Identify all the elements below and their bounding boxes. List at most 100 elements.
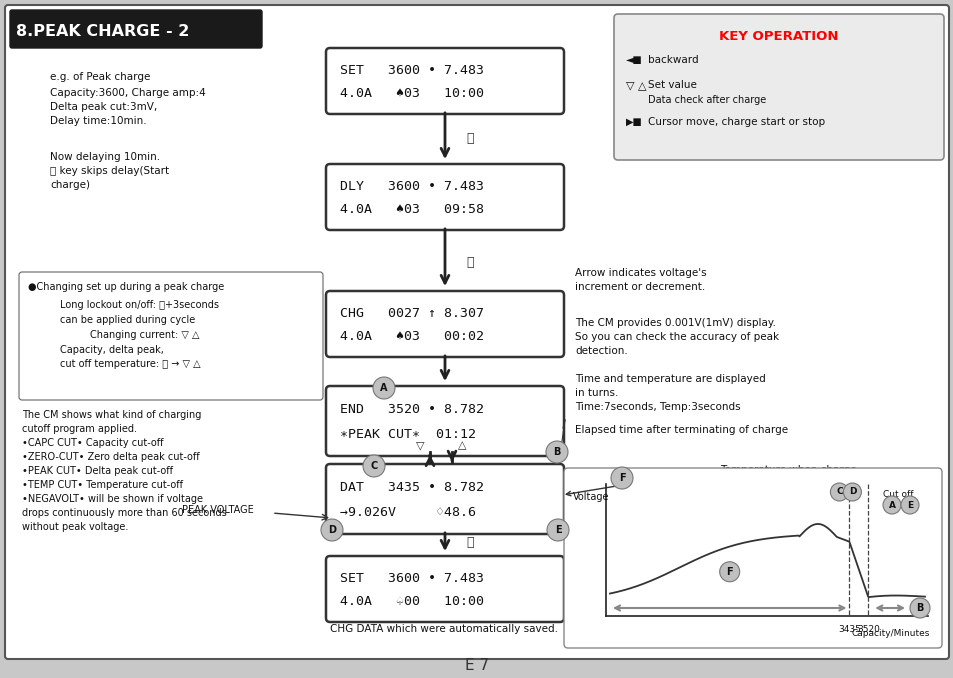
Text: B: B (553, 447, 560, 457)
Text: ●Changing set up during a peak charge: ●Changing set up during a peak charge (28, 282, 224, 292)
Text: •TEMP CUT• Temperature cut-off: •TEMP CUT• Temperature cut-off (22, 480, 183, 490)
Text: END   3520 • 8.782: END 3520 • 8.782 (339, 403, 483, 416)
Text: 3520: 3520 (856, 626, 879, 635)
Circle shape (829, 483, 847, 501)
Circle shape (909, 598, 929, 618)
Text: Set value: Set value (647, 80, 696, 90)
Circle shape (373, 377, 395, 399)
Text: charge): charge) (50, 180, 90, 190)
Text: ▶■: ▶■ (625, 117, 642, 127)
Text: Cut off: Cut off (882, 490, 913, 499)
Text: >40:15: >40:15 (638, 468, 692, 483)
Circle shape (719, 562, 739, 582)
Text: ∗PEAK CUT∗  01:12: ∗PEAK CUT∗ 01:12 (339, 428, 476, 441)
Text: e.g. of Peak charge: e.g. of Peak charge (50, 72, 151, 82)
Text: KEY OPERATION: KEY OPERATION (719, 30, 838, 43)
Text: The CM provides 0.001V(1mV) display.: The CM provides 0.001V(1mV) display. (575, 318, 775, 328)
Text: terminated and charged time are: terminated and charged time are (720, 479, 893, 489)
Text: •PEAK CUT• Delta peak cut-off: •PEAK CUT• Delta peak cut-off (22, 466, 172, 476)
Text: DAT   3435 • 8.782: DAT 3435 • 8.782 (339, 481, 483, 494)
Text: •CAPC CUT• Capacity cut-off: •CAPC CUT• Capacity cut-off (22, 438, 163, 448)
Circle shape (363, 455, 385, 477)
Text: Delay time:10min.: Delay time:10min. (50, 116, 147, 126)
Circle shape (882, 496, 900, 514)
Text: A: A (380, 383, 387, 393)
FancyBboxPatch shape (326, 164, 563, 230)
FancyBboxPatch shape (563, 468, 941, 648)
Text: in turns.: in turns. (575, 388, 618, 398)
Circle shape (842, 483, 861, 501)
Text: drops continuously more than 60 seconds: drops continuously more than 60 seconds (22, 508, 227, 518)
Text: ⏭: ⏭ (466, 256, 474, 269)
Text: Elapsed time after terminating of charge: Elapsed time after terminating of charge (575, 425, 787, 435)
Text: ◄■: ◄■ (625, 55, 642, 65)
Text: DLY   3600 • 7.483: DLY 3600 • 7.483 (339, 180, 483, 193)
Text: F: F (725, 567, 732, 577)
Text: 4.0A   ♠03   10:00: 4.0A ♠03 10:00 (339, 87, 483, 100)
Text: Voltage: Voltage (573, 492, 609, 502)
Text: SET   3600 • 7.483: SET 3600 • 7.483 (339, 572, 483, 585)
FancyBboxPatch shape (326, 464, 563, 534)
Text: CHG DATA which were automatically saved.: CHG DATA which were automatically saved. (330, 624, 558, 634)
Text: ⏭: ⏭ (466, 536, 474, 549)
Text: Capacity:3600, Charge amp:4: Capacity:3600, Charge amp:4 (50, 88, 206, 98)
Text: Temperature when charge: Temperature when charge (720, 465, 856, 475)
Circle shape (546, 519, 568, 541)
Text: Delta peak cut:3mV,: Delta peak cut:3mV, (50, 102, 157, 112)
Text: D: D (848, 487, 855, 496)
Text: detection.: detection. (575, 346, 627, 356)
Text: without peak voltage.: without peak voltage. (22, 522, 129, 532)
FancyBboxPatch shape (614, 14, 943, 160)
Text: 4.0A   ♠03   09:58: 4.0A ♠03 09:58 (339, 203, 483, 216)
Text: 8.PEAK CHARGE - 2: 8.PEAK CHARGE - 2 (16, 24, 190, 39)
Text: CHG   0027 ↑ 8.307: CHG 0027 ↑ 8.307 (339, 307, 483, 320)
Text: A: A (887, 500, 895, 509)
Text: Arrow indicates voltage's: Arrow indicates voltage's (575, 268, 706, 278)
Text: ●You can check data at 3. LAST DATA -> a.: ●You can check data at 3. LAST DATA -> a… (330, 610, 554, 620)
Text: SET   3600 • 7.483: SET 3600 • 7.483 (339, 64, 483, 77)
Text: Capacity/Minutes: Capacity/Minutes (851, 629, 929, 639)
Text: Time and temperature are displayed: Time and temperature are displayed (575, 374, 765, 384)
FancyBboxPatch shape (326, 556, 563, 622)
FancyBboxPatch shape (19, 272, 323, 400)
FancyBboxPatch shape (326, 386, 563, 456)
FancyBboxPatch shape (5, 5, 948, 659)
Circle shape (610, 467, 633, 489)
Text: backward: backward (647, 55, 698, 65)
Text: 3435: 3435 (837, 626, 860, 635)
Text: B: B (915, 603, 923, 613)
Text: →9.026V     ♢48.6: →9.026V ♢48.6 (339, 506, 476, 519)
Text: E: E (906, 500, 912, 509)
Text: shown in turns.: shown in turns. (720, 493, 800, 503)
Circle shape (320, 519, 343, 541)
Text: ⏭ key skips delay(Start: ⏭ key skips delay(Start (50, 166, 169, 176)
Text: Now delaying 10min.: Now delaying 10min. (50, 152, 160, 162)
Text: 4.0A   ♤00   10:00: 4.0A ♤00 10:00 (339, 595, 483, 608)
FancyBboxPatch shape (326, 291, 563, 357)
Text: PEAK VOLTAGE: PEAK VOLTAGE (182, 505, 253, 515)
Text: ⏭: ⏭ (466, 132, 474, 144)
Text: The CM shows what kind of charging: The CM shows what kind of charging (22, 410, 201, 420)
Text: C: C (835, 487, 841, 496)
FancyBboxPatch shape (10, 10, 262, 48)
Text: E 7: E 7 (464, 658, 489, 673)
Text: D: D (328, 525, 335, 535)
Text: cut off temperature: ⏮ → ▽ △: cut off temperature: ⏮ → ▽ △ (60, 359, 200, 369)
FancyBboxPatch shape (326, 48, 563, 114)
Text: Time:7seconds, Temp:3seconds: Time:7seconds, Temp:3seconds (575, 402, 740, 412)
Text: •NEGAVOLT• will be shown if voltage: •NEGAVOLT• will be shown if voltage (22, 494, 203, 504)
Text: E: E (554, 525, 560, 535)
Text: △: △ (457, 440, 466, 450)
Text: 4.0A   ♠03   00:02: 4.0A ♠03 00:02 (339, 330, 483, 343)
Text: So you can check the accuracy of peak: So you can check the accuracy of peak (575, 332, 779, 342)
Text: ▽ △: ▽ △ (625, 80, 646, 90)
Text: C: C (370, 461, 377, 471)
Text: cutoff program applied.: cutoff program applied. (22, 424, 137, 434)
Text: Changing current: ▽ △: Changing current: ▽ △ (90, 330, 199, 340)
Text: increment or decrement.: increment or decrement. (575, 282, 704, 292)
Text: Cursor move, charge start or stop: Cursor move, charge start or stop (647, 117, 824, 127)
Text: F: F (618, 473, 624, 483)
Text: Long lockout on/off: ⏮+3seconds: Long lockout on/off: ⏮+3seconds (60, 300, 219, 310)
Text: Capacity, delta peak,: Capacity, delta peak, (60, 345, 164, 355)
Circle shape (545, 441, 567, 463)
